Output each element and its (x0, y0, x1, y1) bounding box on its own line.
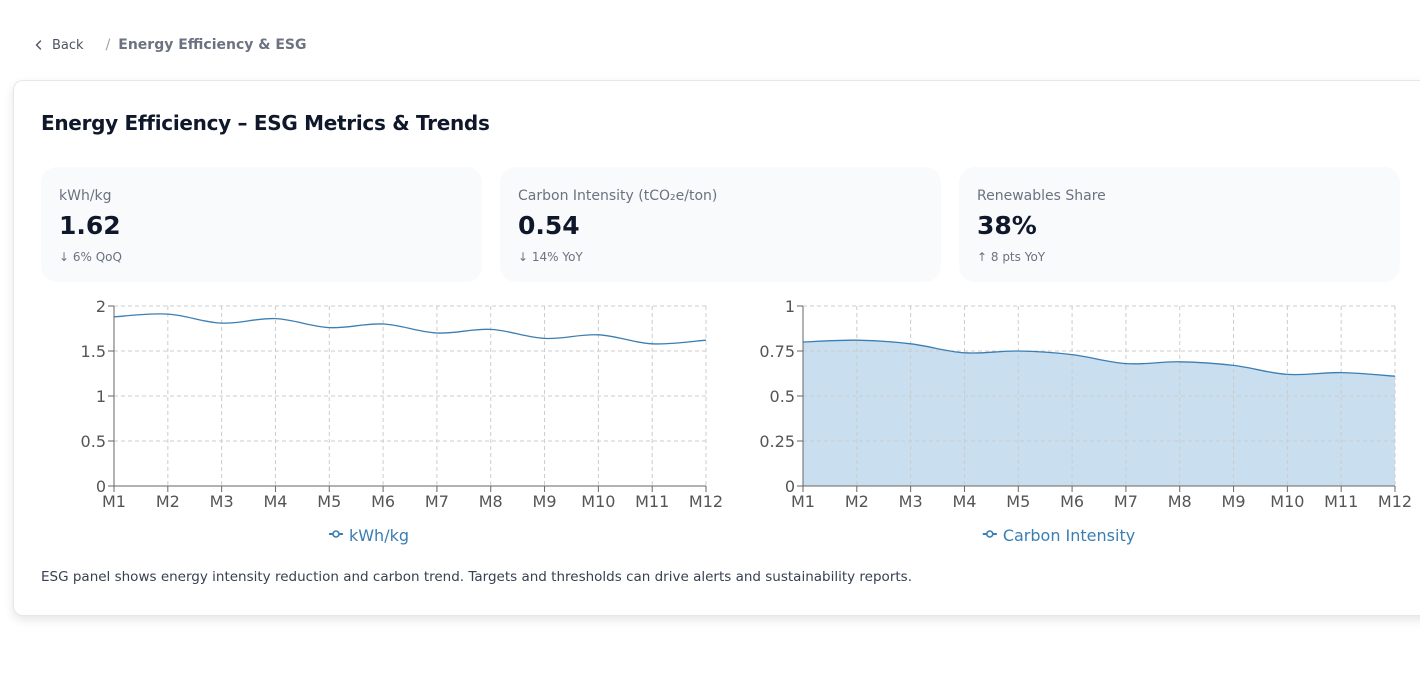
back-button[interactable]: Back (32, 38, 84, 53)
x-tick-label: M12 (689, 492, 723, 511)
x-tick-label: M5 (317, 492, 341, 511)
x-tick-label: M3 (210, 492, 234, 511)
x-tick-label: M7 (425, 492, 449, 511)
kpi-card-renewables: Renewables Share 38% ↑ 8 pts YoY (959, 167, 1400, 282)
x-tick-label: M2 (845, 492, 869, 511)
legend-label: Carbon Intensity (1003, 526, 1135, 545)
y-tick-label: 1 (96, 387, 106, 406)
x-tick-label: M1 (102, 492, 126, 511)
series-line (802, 339, 1396, 377)
x-tick-label: M1 (791, 492, 815, 511)
x-tick-label: M9 (1222, 492, 1246, 511)
y-tick-label: 0 (785, 477, 795, 496)
kpi-label: Carbon Intensity (tCO₂e/ton) (518, 188, 718, 204)
y-tick-label: 0.5 (770, 387, 795, 406)
x-tick-label: M8 (479, 492, 503, 511)
x-tick-label: M8 (1168, 492, 1192, 511)
legend-marker-icon (332, 530, 340, 538)
chart-legend: Carbon Intensity (982, 526, 1135, 545)
x-tick-label: M3 (899, 492, 923, 511)
kpi-label: Renewables Share (977, 188, 1106, 204)
x-tick-label: M6 (371, 492, 395, 511)
kpi-card-energy: kWh/kg 1.62 ↓ 6% QoQ (41, 167, 482, 282)
x-tick-label: M5 (1006, 492, 1030, 511)
x-tick-label: M12 (1378, 492, 1412, 511)
page-title: Energy Efficiency – ESG Metrics & Trends (41, 111, 490, 135)
x-tick-label: M10 (581, 492, 615, 511)
legend-label: kWh/kg (349, 526, 409, 545)
kpi-value: 1.62 (59, 211, 121, 240)
kpi-delta: ↑ 8 pts YoY (977, 250, 1046, 264)
legend-marker-icon (986, 530, 994, 538)
y-tick-label: 1.5 (81, 342, 106, 361)
x-tick-label: M2 (156, 492, 180, 511)
kpi-label: kWh/kg (59, 188, 112, 204)
x-tick-label: M11 (1324, 492, 1358, 511)
y-tick-label: 0.25 (759, 432, 795, 451)
x-tick-label: M4 (263, 492, 287, 511)
breadcrumb-separator: / (105, 37, 111, 53)
kpi-delta: ↓ 6% QoQ (59, 250, 122, 264)
y-tick-label: 2 (96, 297, 106, 316)
kpi-delta: ↓ 14% YoY (518, 250, 583, 264)
back-label: Back (52, 37, 84, 53)
panel-note: ESG panel shows energy intensity reducti… (41, 569, 912, 585)
x-tick-label: M10 (1270, 492, 1304, 511)
x-tick-label: M6 (1060, 492, 1084, 511)
area-fill (803, 340, 1395, 486)
esg-panel-card: Energy Efficiency – ESG Metrics & Trends… (13, 80, 1420, 616)
breadcrumb: Back / Energy Efficiency & ESG (32, 35, 307, 55)
chart-legend: kWh/kg (328, 526, 409, 545)
x-tick-label: M9 (533, 492, 557, 511)
kpi-value: 0.54 (518, 211, 580, 240)
chevron-left-icon (35, 40, 42, 50)
y-tick-label: 1 (785, 297, 795, 316)
y-tick-label: 0.5 (81, 432, 106, 451)
kpi-card-carbon: Carbon Intensity (tCO₂e/ton) 0.54 ↓ 14% … (500, 167, 941, 282)
y-tick-label: 0 (96, 477, 106, 496)
breadcrumb-current: Energy Efficiency & ESG (118, 37, 307, 53)
x-tick-label: M7 (1114, 492, 1138, 511)
x-tick-label: M11 (635, 492, 669, 511)
kpi-value: 38% (977, 211, 1037, 240)
y-tick-label: 0.75 (759, 342, 795, 361)
x-tick-label: M4 (952, 492, 976, 511)
series-line (113, 313, 707, 345)
